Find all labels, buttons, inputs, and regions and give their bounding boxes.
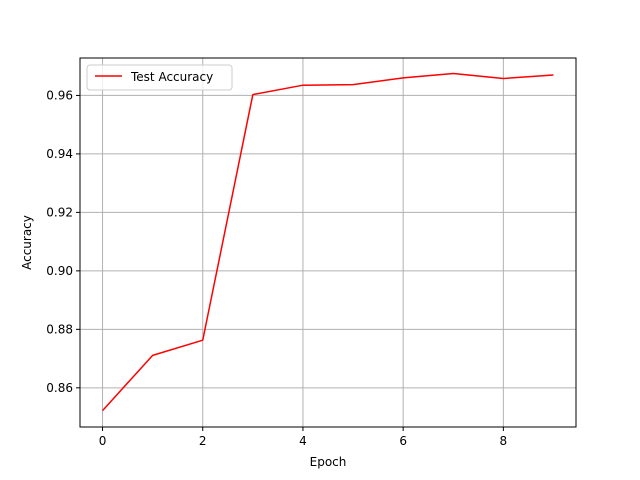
y-tick-label: 0.88	[46, 322, 73, 336]
x-tick-label: 2	[199, 434, 207, 448]
legend-box	[86, 64, 233, 91]
y-axis-label: Accuracy	[20, 215, 34, 270]
x-tick-label: 8	[500, 434, 508, 448]
y-tick-label: 0.94	[46, 147, 73, 161]
y-tick-label: 0.96	[46, 88, 73, 102]
y-tick-label: 0.86	[46, 381, 73, 395]
x-tick-label: 6	[399, 434, 407, 448]
x-axis-label: Epoch	[310, 455, 347, 469]
legend-entry-label: Test Accuracy	[130, 70, 213, 84]
y-tick-label: 0.90	[46, 264, 73, 278]
plot-frame	[79, 57, 577, 428]
x-axis-ticks: 0 2 4 6 8	[99, 427, 507, 448]
y-tick-label: 0.92	[46, 205, 73, 219]
y-axis-ticks: 0.86 0.88 0.90 0.92 0.94 0.96	[46, 88, 80, 395]
series-layer	[101, 72, 554, 412]
x-tick-label: 4	[299, 434, 307, 448]
grid	[80, 58, 576, 427]
series-line-test-accuracy	[101, 72, 554, 412]
x-tick-label: 0	[99, 434, 107, 448]
legend: Test Accuracy	[86, 64, 233, 91]
